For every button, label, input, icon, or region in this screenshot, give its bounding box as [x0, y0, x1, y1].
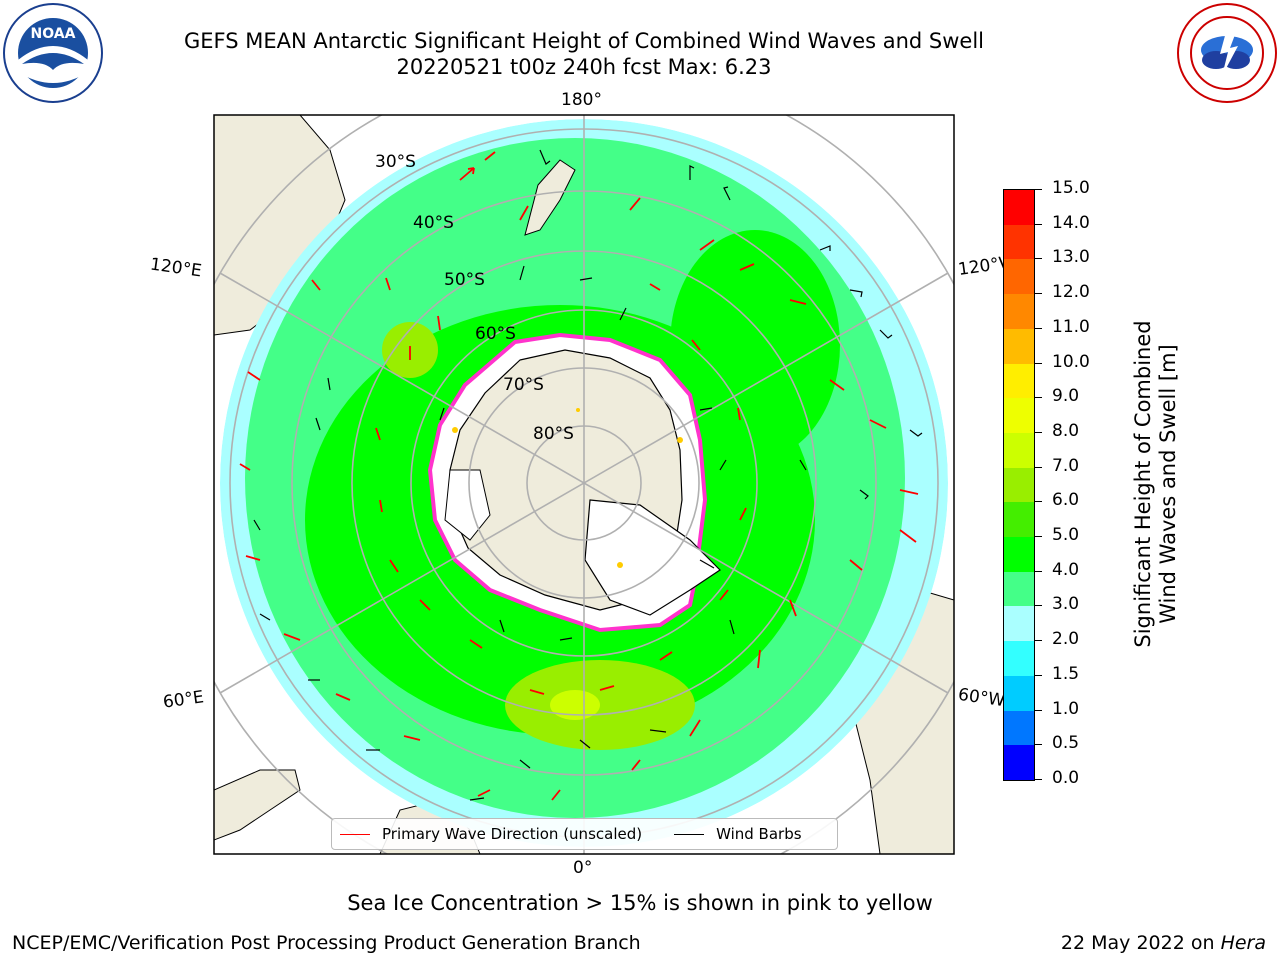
lat-label-50s: 50°S	[444, 270, 485, 290]
colorbar-tick-mark	[1035, 779, 1042, 780]
colorbar-tick-label: 0.5	[1052, 733, 1080, 754]
colorbar-tick-mark	[1035, 397, 1042, 399]
colorbar-swatch	[1004, 224, 1034, 260]
sea-ice-yellow-patches	[452, 408, 683, 568]
colorbar-swatch	[1004, 675, 1034, 711]
colorbar-swatch	[1004, 432, 1034, 468]
colorbar	[1003, 189, 1035, 781]
colorbar-swatch	[1004, 328, 1034, 364]
wave-direction-legend-label: Primary Wave Direction (unscaled)	[382, 825, 643, 843]
colorbar-tick-mark	[1035, 466, 1042, 468]
colorbar-tick-label: 14.0	[1052, 212, 1090, 233]
colorbar-tick-label: 2.0	[1052, 629, 1080, 650]
colorbar-tick-mark	[1035, 674, 1042, 676]
lon-label-180: 180°	[561, 90, 602, 110]
colorbar-title-line2: Wind Waves and Swell [m]	[1156, 344, 1180, 624]
colorbar-tick-mark	[1035, 223, 1042, 225]
colorbar-tick-label: 3.0	[1052, 594, 1080, 615]
footer-date-text: 22 May 2022 on	[1060, 932, 1221, 954]
madagascar-land	[214, 769, 301, 841]
colorbar-swatch	[1004, 641, 1034, 676]
colorbar-tick-label: 15.0	[1052, 178, 1090, 198]
colorbar-tick-mark	[1035, 431, 1042, 433]
wind-barb-legend-swatch	[674, 833, 705, 835]
footer-date: 22 May 2022 on Hera	[1061, 932, 1266, 954]
map-frame	[213, 114, 955, 855]
colorbar-tick-label: 0.0	[1052, 768, 1080, 788]
lat-label-60s: 60°S	[475, 324, 516, 344]
colorbar-tick-label: 13.0	[1052, 247, 1090, 268]
noaa-logo-icon: NOAA	[3, 3, 103, 103]
colorbar-tick-label: 1.0	[1052, 698, 1080, 719]
colorbar-tick-label: 4.0	[1052, 559, 1080, 580]
colorbar-tick-mark	[1035, 744, 1042, 746]
colorbar-tick-label: 10.0	[1052, 351, 1090, 372]
wave-band-4to5-pacific	[670, 230, 840, 460]
colorbar-tick-label: 6.0	[1052, 490, 1080, 511]
colorbar-tick-label: 11.0	[1052, 316, 1090, 337]
footer-org: NCEP/EMC/Verification Post Processing Pr…	[12, 932, 641, 954]
colorbar-title-line1: Significant Height of Combined	[1131, 320, 1155, 648]
noaa-logo-text: NOAA	[31, 26, 76, 42]
lat-label-80s: 80°S	[533, 424, 574, 444]
colorbar-tick-label: 7.0	[1052, 455, 1080, 476]
chart-title: GEFS MEAN Antarctic Significant Height o…	[183, 29, 985, 53]
lat-label-70s: 70°S	[503, 375, 544, 395]
colorbar-tick-mark	[1035, 258, 1042, 260]
chart-subtitle: 20220521 t00z 240h fcst Max: 6.23	[396, 55, 772, 79]
colorbar-swatch	[1004, 537, 1034, 572]
colorbar-swatch	[1004, 710, 1034, 746]
new-zealand-land	[524, 159, 576, 236]
colorbar-swatch	[1004, 467, 1034, 503]
lat-label-30s: 30°S	[375, 152, 416, 172]
wave-direction-legend-swatch	[340, 833, 370, 835]
colorbar-swatch	[1004, 571, 1034, 607]
colorbar-tick-label: 9.0	[1052, 386, 1080, 407]
colorbar-tick-mark	[1035, 536, 1042, 538]
colorbar-swatch	[1004, 294, 1034, 329]
colorbar-swatch	[1004, 363, 1034, 399]
sea-ice-caption: Sea Ice Concentration > 15% is shown in …	[347, 891, 933, 915]
colorbar-tick-mark	[1035, 293, 1042, 295]
footer-host: Hera	[1220, 932, 1266, 954]
colorbar-swatch	[1004, 398, 1034, 433]
colorbar-tick-label: 1.5	[1052, 663, 1080, 684]
ronne-ice-shelf	[444, 469, 491, 541]
colorbar-tick-mark	[1035, 189, 1042, 190]
wave-direction-arrows	[239, 151, 919, 801]
colorbar-tick-mark	[1035, 709, 1042, 711]
wave-band-6to7	[550, 690, 600, 720]
colorbar-swatch	[1004, 745, 1034, 780]
colorbar-swatch	[1004, 190, 1034, 225]
colorbar-tick-mark	[1035, 640, 1042, 642]
colorbar-tick-mark	[1035, 501, 1042, 503]
lat-label-40s: 40°S	[413, 213, 454, 233]
colorbar-tick-mark	[1035, 362, 1042, 364]
map-legend: Primary Wave Direction (unscaled) Wind B…	[331, 818, 838, 850]
colorbar-tick-label: 12.0	[1052, 282, 1090, 303]
colorbar-swatch	[1004, 606, 1034, 642]
colorbar-swatch	[1004, 259, 1034, 295]
colorbar-swatch	[1004, 502, 1034, 538]
colorbar-tick-label: 8.0	[1052, 420, 1080, 441]
wind-barb-legend-label: Wind Barbs	[716, 825, 802, 843]
colorbar-tick-mark	[1035, 570, 1042, 572]
wind-barbs	[253, 149, 923, 801]
colorbar-tick-mark	[1035, 605, 1042, 607]
colorbar-tick-label: 5.0	[1052, 525, 1080, 546]
nws-logo-icon	[1177, 3, 1277, 103]
colorbar-tick-mark	[1035, 327, 1042, 329]
lon-label-0: 0°	[573, 858, 593, 878]
